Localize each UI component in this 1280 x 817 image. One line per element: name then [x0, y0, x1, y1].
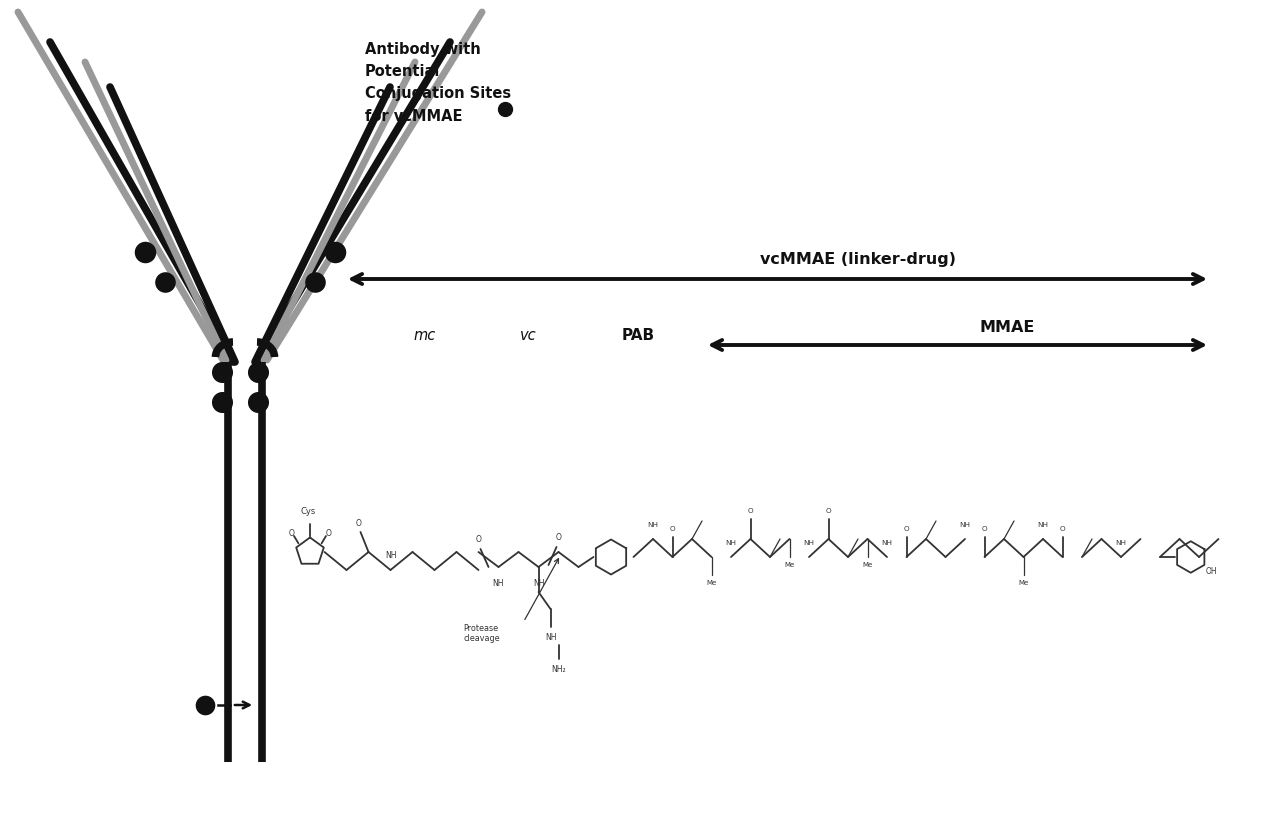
- Text: O: O: [356, 519, 361, 528]
- Text: NH: NH: [960, 522, 970, 528]
- Text: O: O: [325, 529, 332, 538]
- Text: NH: NH: [1115, 540, 1126, 546]
- Text: Cys: Cys: [301, 507, 316, 516]
- Text: Me: Me: [1019, 580, 1029, 586]
- Text: NH: NH: [1038, 522, 1048, 528]
- Point: [134, 245, 155, 258]
- Text: O: O: [826, 508, 831, 514]
- Text: O: O: [748, 508, 754, 514]
- Text: OH: OH: [1206, 567, 1217, 576]
- Text: NH: NH: [726, 540, 736, 546]
- Text: NH: NH: [492, 578, 503, 587]
- Text: Me: Me: [863, 562, 873, 568]
- Point: [305, 275, 325, 288]
- Text: O: O: [476, 535, 481, 544]
- Text: NH: NH: [545, 632, 557, 641]
- Text: MMAE: MMAE: [979, 320, 1036, 335]
- Point: [495, 102, 516, 115]
- Text: vcMMAE (linker-drug): vcMMAE (linker-drug): [759, 252, 955, 267]
- Point: [325, 245, 346, 258]
- Text: NH: NH: [385, 551, 397, 560]
- Text: O: O: [289, 529, 294, 538]
- Text: NH: NH: [882, 540, 892, 546]
- Point: [211, 365, 232, 378]
- Text: NH: NH: [804, 540, 814, 546]
- Point: [248, 365, 269, 378]
- Point: [195, 699, 215, 712]
- Text: Antibody with
Potential
Conjugation Sites
for vcMMAE: Antibody with Potential Conjugation Site…: [365, 42, 511, 123]
- Text: O: O: [669, 526, 676, 532]
- Text: mc: mc: [413, 328, 436, 342]
- Text: Protease
cleavage: Protease cleavage: [463, 624, 500, 644]
- Text: NH₂: NH₂: [552, 664, 566, 673]
- Text: vc: vc: [520, 328, 536, 342]
- Text: NH: NH: [648, 522, 658, 528]
- Text: O: O: [1060, 526, 1065, 532]
- Text: NH: NH: [532, 578, 544, 587]
- Text: Me: Me: [785, 562, 795, 568]
- Text: O: O: [982, 526, 987, 532]
- Text: O: O: [556, 534, 562, 542]
- Point: [211, 395, 232, 408]
- Point: [155, 275, 175, 288]
- Text: Me: Me: [707, 580, 717, 586]
- Text: PAB: PAB: [621, 328, 654, 342]
- Point: [248, 395, 269, 408]
- Text: O: O: [904, 526, 909, 532]
